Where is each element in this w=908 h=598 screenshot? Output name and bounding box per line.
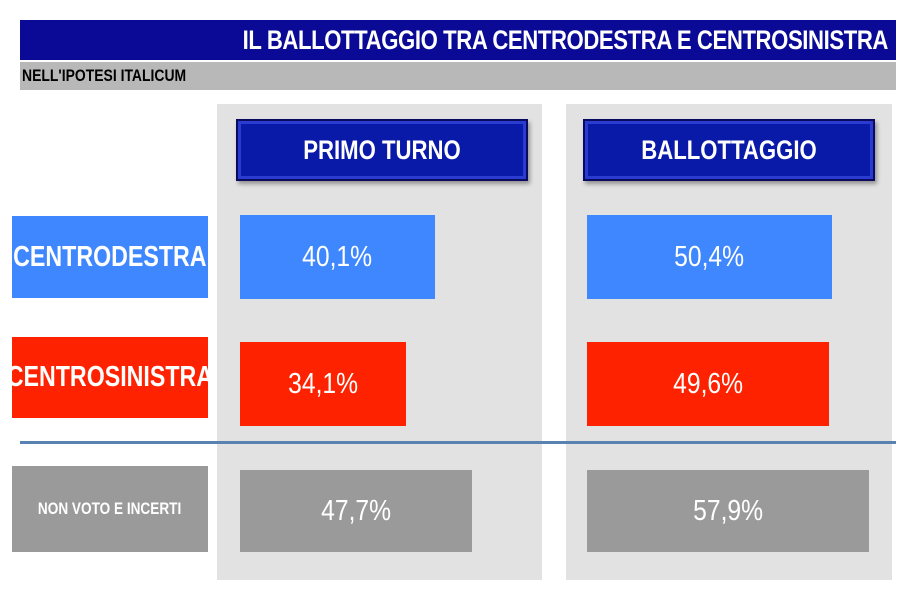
bar-non-voto-e-incerti-primo-turno: 47,7% [240, 470, 472, 552]
bar-centrodestra-primo-turno: 40,1% [240, 215, 435, 299]
chart-subtitle: NELL'IPOTESI ITALICUM [20, 62, 896, 90]
row-label-non-voto-e-incerti: NON VOTO E INCERTI [12, 466, 208, 552]
divider-line [20, 441, 896, 444]
bar-value-label: 49,6% [673, 367, 743, 400]
bar-value-label: 50,4% [674, 240, 745, 273]
bar-value-label: 47,7% [321, 494, 391, 527]
row-label-centrodestra: CENTRODESTRA [12, 216, 208, 298]
bar-centrodestra-ballottaggio: 50,4% [587, 215, 832, 299]
bar-non-voto-e-incerti-ballottaggio: 57,9% [587, 470, 869, 552]
bar-centrosinistra-ballottaggio: 49,6% [587, 342, 829, 426]
bar-value-label: 40,1% [302, 240, 373, 273]
bar-centrosinistra-primo-turno: 34,1% [240, 342, 406, 426]
bar-value-label: 34,1% [288, 367, 358, 400]
column-header-primo-turno: PRIMO TURNO [236, 119, 528, 181]
chart-title: IL BALLOTTAGGIO TRA CENTRODESTRA E CENTR… [20, 20, 896, 60]
bar-value-label: 57,9% [693, 494, 763, 527]
column-header-ballottaggio: BALLOTTAGGIO [583, 119, 875, 181]
row-label-centrosinistra: CENTROSINISTRA [7, 337, 213, 418]
